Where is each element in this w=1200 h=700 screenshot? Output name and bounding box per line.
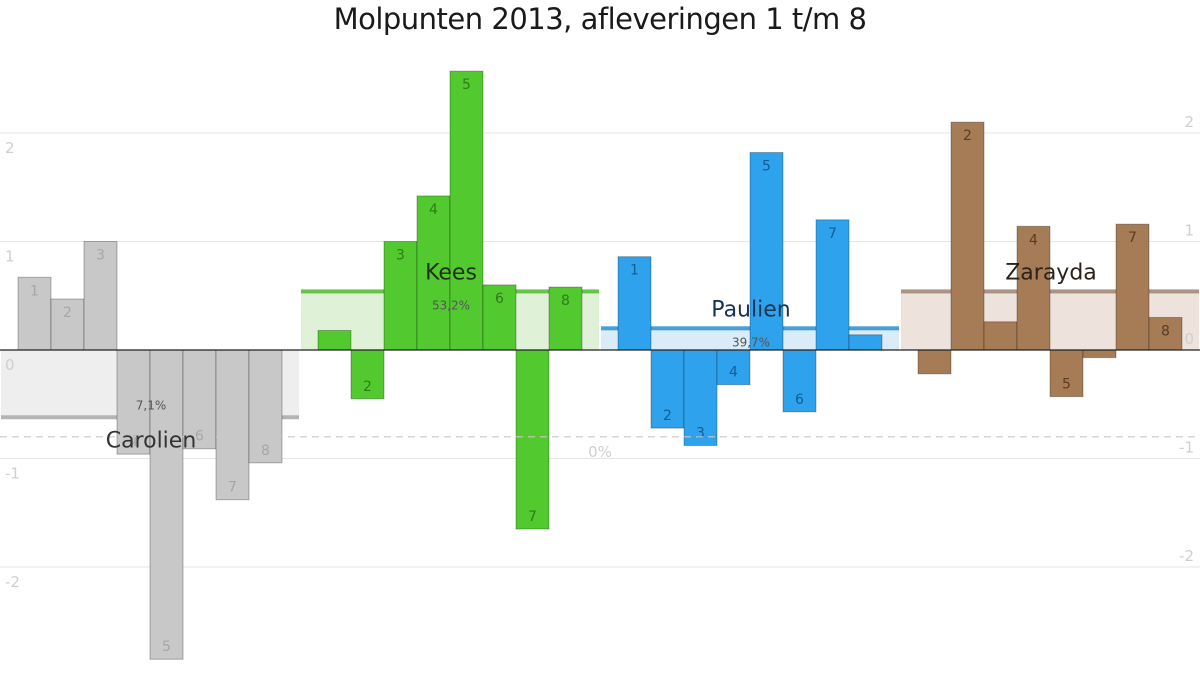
- bar-label: 7: [228, 480, 237, 496]
- bar: [215, 349, 250, 501]
- y-tick-label-right: 1: [1184, 222, 1194, 240]
- y-tick-label-left: -1: [5, 465, 20, 483]
- bar-label: 8: [261, 443, 270, 459]
- bar-label: 4: [729, 365, 738, 381]
- y-tick-label-left: 2: [5, 139, 15, 157]
- bar: [650, 349, 685, 429]
- bar-label: 2: [63, 305, 72, 321]
- bar-label: 5: [162, 639, 171, 655]
- bar-label: 4: [129, 434, 138, 450]
- bar: [383, 241, 418, 351]
- bar: [248, 349, 283, 464]
- bar: [350, 349, 385, 400]
- participant-name: Carolien: [106, 428, 197, 453]
- bar-label: 6: [195, 429, 204, 445]
- bar-label: 5: [762, 159, 771, 175]
- y-tick-label-right: -2: [1179, 547, 1194, 565]
- bar: [449, 70, 484, 351]
- bar: [716, 349, 751, 386]
- bar: [182, 349, 217, 450]
- bar-label: 7: [1128, 230, 1137, 246]
- bar: [416, 195, 451, 351]
- y-tick-label-left: -2: [5, 573, 20, 591]
- bar: [749, 152, 784, 351]
- bar-label: 5: [462, 77, 471, 93]
- bar: [950, 121, 985, 351]
- bar-label: 8: [1161, 323, 1170, 339]
- bar-label: 2: [663, 408, 672, 424]
- bar-label: 7: [528, 509, 537, 525]
- bar: [1115, 223, 1150, 351]
- bar: [782, 349, 817, 413]
- bar-label: 3: [696, 425, 705, 441]
- participant-percentage: 7,1%: [136, 398, 167, 412]
- bar: [815, 219, 850, 351]
- label-layer: 2 1 0 -1 -2 2 1 0 -1 -2 1 2 3 4 5 6 7 8 2 3 4 5 6 7 8 1 2 3 4 5 6 7 2 4 5 7…: [0, 77, 1200, 655]
- bar: [1082, 349, 1117, 359]
- bar: [149, 349, 184, 660]
- bar: [317, 329, 352, 351]
- participant-percentage: 39,7%: [732, 335, 770, 349]
- chart-title: Molpunten 2013, afleveringen 1 t/m 8: [333, 2, 867, 36]
- bar: [917, 349, 952, 375]
- baseline-label: 0%: [588, 443, 612, 461]
- bar-label: 2: [363, 379, 372, 395]
- bar-layer: [17, 70, 1183, 660]
- bar-label: 5: [1062, 377, 1071, 393]
- bar: [1016, 225, 1051, 351]
- bar: [482, 284, 517, 351]
- bar-label: 8: [561, 293, 570, 309]
- bar-label: 4: [1029, 232, 1038, 248]
- participant-percentage: 53,2%: [432, 298, 470, 312]
- bar-label: 3: [396, 248, 405, 264]
- bar-label: 7: [828, 226, 837, 242]
- y-tick-label-right: 0: [1184, 330, 1194, 348]
- grid-layer: [0, 132, 1200, 568]
- bar-label: 6: [795, 392, 804, 408]
- y-tick-label-left: 1: [5, 248, 15, 266]
- participant-name: Kees: [425, 260, 477, 285]
- bar: [983, 321, 1018, 351]
- y-tick-label-right: 2: [1184, 113, 1194, 131]
- bar: [83, 241, 118, 351]
- bar-label: 2: [963, 128, 972, 144]
- y-tick-label-left: 0: [5, 356, 15, 374]
- bar-label: 3: [96, 248, 105, 264]
- bar: [617, 256, 652, 351]
- y-tick-label-right: -1: [1179, 439, 1194, 457]
- bar-label: 1: [630, 263, 639, 279]
- bar-label: 6: [495, 291, 504, 307]
- bar-label: 4: [429, 202, 438, 218]
- bar: [548, 286, 583, 351]
- bar: [50, 298, 85, 351]
- bar-label: 1: [30, 283, 39, 299]
- participant-name: Zarayda: [1005, 260, 1097, 285]
- participant-name: Paulien: [711, 297, 790, 322]
- bar: [17, 276, 52, 351]
- bar: [515, 349, 550, 530]
- bar: [848, 334, 883, 351]
